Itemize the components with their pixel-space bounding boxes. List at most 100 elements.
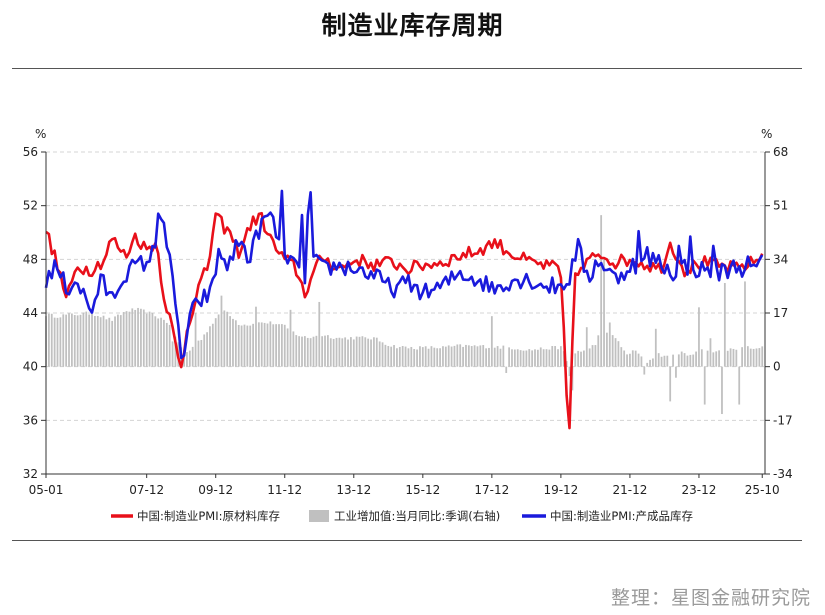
line-raw-material-inventory <box>45 211 764 430</box>
x-tick-label: 15-12 <box>405 483 440 497</box>
bar <box>332 338 335 367</box>
x-tick-label: 17-12 <box>474 483 509 497</box>
bar <box>580 351 582 367</box>
bar <box>726 350 729 367</box>
left-tick-label: 32 <box>23 467 38 481</box>
bar <box>335 337 338 367</box>
bar <box>700 349 703 367</box>
bar <box>200 339 203 367</box>
bar <box>574 353 577 367</box>
bar <box>649 359 651 367</box>
bar <box>375 337 378 367</box>
bar <box>675 366 677 378</box>
x-tick-label: 07-12 <box>129 483 164 497</box>
bar <box>62 314 65 367</box>
legend: 中国:制造业PMI:原材料库存 工业增加值:当月同比:季调(右轴) 中国:制造业… <box>111 509 693 523</box>
bar <box>603 259 605 367</box>
bar <box>229 316 231 367</box>
bar <box>168 324 171 367</box>
bar <box>94 315 96 367</box>
bar <box>289 309 292 367</box>
bar <box>741 347 743 367</box>
bar <box>295 335 298 367</box>
bar <box>646 362 649 367</box>
bar <box>499 348 502 367</box>
bar <box>393 345 395 367</box>
bar <box>565 361 568 367</box>
bar <box>608 322 611 367</box>
bar <box>329 338 332 367</box>
bar <box>378 341 381 367</box>
bar <box>715 351 718 367</box>
bar <box>698 307 700 367</box>
bar <box>439 348 441 367</box>
bar <box>298 336 301 367</box>
bar <box>738 366 741 405</box>
bar <box>433 347 436 367</box>
bar <box>588 348 591 367</box>
bar <box>327 335 329 367</box>
bar <box>140 308 142 367</box>
bar <box>266 323 269 367</box>
bar <box>709 338 712 367</box>
bar <box>160 317 162 367</box>
bar <box>692 354 695 367</box>
bar <box>488 347 490 367</box>
bar <box>99 317 102 367</box>
bar <box>450 346 453 367</box>
bar <box>398 346 401 367</box>
bar <box>309 338 312 367</box>
bar <box>361 336 364 367</box>
bar <box>482 345 485 367</box>
bar <box>82 312 85 367</box>
bar <box>539 347 542 367</box>
bar <box>680 351 683 367</box>
bar <box>629 353 631 367</box>
legend-label-industrial-output: 工业增加值:当月同比:季调(右轴) <box>334 509 500 523</box>
bar <box>145 313 148 367</box>
bar <box>407 348 410 367</box>
bar <box>522 350 525 367</box>
axes: % % <box>35 127 772 475</box>
bar <box>220 295 223 367</box>
bar <box>600 215 603 367</box>
bar <box>128 311 131 367</box>
bar <box>416 349 418 367</box>
bar <box>214 318 217 367</box>
bar <box>188 350 191 367</box>
bar <box>718 350 720 367</box>
chart-title: 制造业库存周期 <box>321 11 504 40</box>
bar <box>643 366 646 375</box>
bar <box>134 309 137 367</box>
bar <box>56 317 59 367</box>
bar <box>347 339 349 367</box>
bar <box>65 314 68 367</box>
bottom-rule <box>12 540 802 541</box>
bar <box>344 337 347 367</box>
bar <box>617 341 620 367</box>
bar <box>444 346 447 367</box>
bar <box>683 353 686 367</box>
left-axis-unit: % <box>35 127 46 141</box>
bar <box>53 317 56 367</box>
top-rule <box>12 68 802 69</box>
bar <box>465 344 467 367</box>
bar <box>654 328 657 367</box>
bar <box>272 324 275 367</box>
bar <box>419 346 421 367</box>
bar <box>102 315 105 367</box>
bar <box>551 346 554 367</box>
right-tick-label: 17 <box>773 306 788 320</box>
bar <box>663 355 666 367</box>
bar <box>111 320 114 367</box>
bar <box>275 324 278 367</box>
bar <box>421 347 424 367</box>
bar <box>373 337 375 367</box>
bar <box>496 346 499 367</box>
left-axis-ticks: 32 36 40 44 48 52 56 <box>23 145 46 481</box>
right-axis-ticks: -34 -17 0 17 34 51 68 <box>765 145 793 481</box>
bar <box>493 347 496 367</box>
bar <box>47 313 50 367</box>
bar <box>387 345 390 367</box>
left-tick-label: 48 <box>23 252 38 266</box>
